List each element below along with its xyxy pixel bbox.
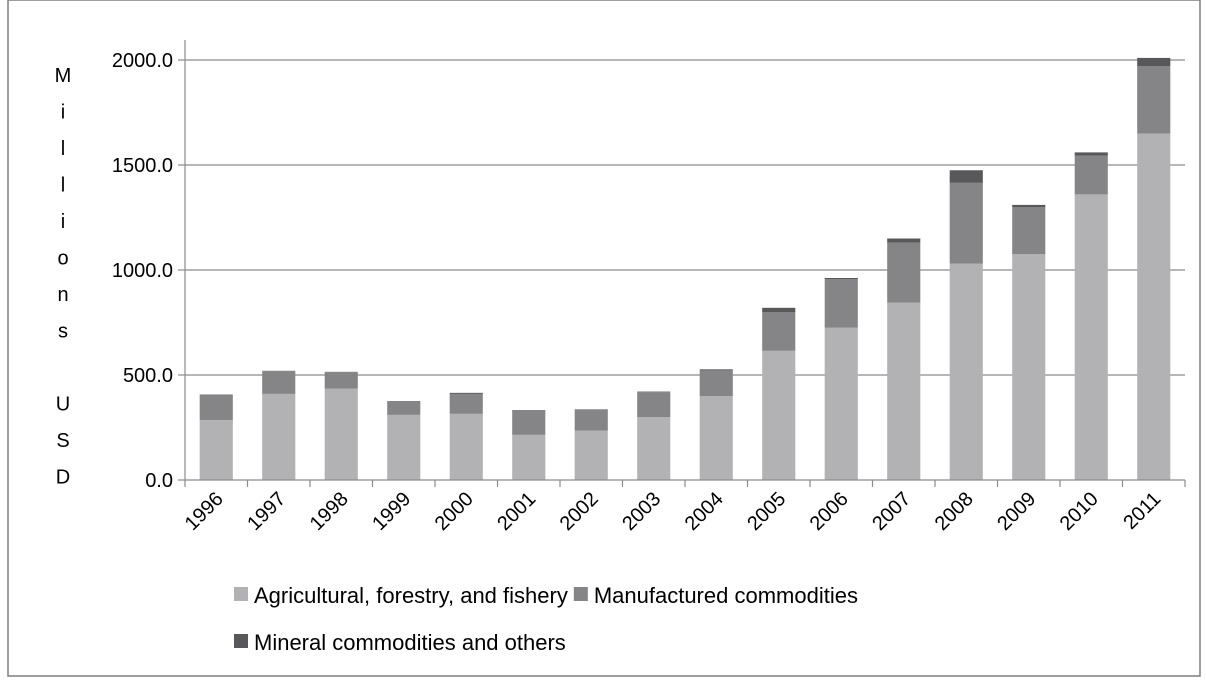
legend-label: Mineral commodities and others	[254, 630, 566, 655]
y-axis-label-letter: i	[61, 211, 65, 233]
bar-segment-3-2003	[637, 391, 671, 393]
bar-segment-3-2008	[949, 170, 983, 183]
bar-segment-1-2008	[949, 263, 983, 480]
legend-swatch	[234, 587, 248, 601]
bar-segment-1-2000	[449, 413, 483, 480]
y-axis-label-letter: n	[57, 284, 68, 306]
bar-segment-1-2010	[1074, 194, 1108, 480]
y-axis-label-letter: l	[61, 175, 65, 197]
y-axis-label-letter: s	[58, 321, 68, 343]
bar-segment-1-1997	[262, 393, 296, 480]
y-axis-label-letter: D	[56, 467, 70, 489]
bar-segment-1-2004	[699, 396, 733, 480]
legend-label: Manufactured commodities	[594, 583, 858, 608]
bar-segment-3-2000	[449, 392, 483, 394]
bar-segment-3-2004	[699, 369, 733, 371]
bar-segment-1-2002	[574, 430, 608, 480]
bar-segment-3-2010	[1074, 152, 1108, 156]
chart-frame	[7, 0, 1201, 677]
bar-segment-1-2001	[512, 434, 546, 480]
bar-segment-2-2011	[1137, 66, 1171, 134]
y-tick-label: 500.0	[123, 365, 173, 387]
y-axis-label-letter: o	[57, 248, 68, 270]
bar-segment-2-2007	[887, 242, 921, 303]
bar-segment-2-2005	[762, 312, 796, 351]
bar-segment-2-2006	[824, 279, 858, 328]
bar-segment-3-2009	[1012, 204, 1046, 207]
y-tick-label: 1000.0	[112, 260, 173, 282]
bar-segment-2-2001	[512, 411, 546, 435]
bar-segment-2-2003	[637, 392, 671, 417]
legend: Agricultural, forestry, and fishery Manuf…	[234, 583, 858, 655]
bar-segment-1-2003	[637, 417, 671, 480]
bar-segment-2-2000	[449, 393, 483, 414]
bar-segment-3-2002	[574, 409, 608, 411]
y-axis-label-letter: i	[61, 102, 65, 124]
bar-segment-3-2011	[1137, 57, 1171, 67]
bar-segment-1-1996	[199, 420, 233, 480]
bar-segment-1-2007	[887, 302, 921, 480]
bar-segment-1-2011	[1137, 133, 1171, 480]
bar-segment-3-1999	[387, 401, 421, 403]
legend-label: Agricultural, forestry, and fishery	[254, 583, 568, 608]
bar-segment-1-2006	[824, 327, 858, 480]
y-axis-label-letter: S	[56, 430, 69, 452]
bars	[199, 57, 1171, 480]
y-tick-label: 1500.0	[112, 155, 173, 177]
bar-segment-2-1999	[387, 402, 421, 415]
bar-segment-2-2010	[1074, 155, 1108, 195]
bar-segment-2-2009	[1012, 207, 1046, 255]
bar-segment-3-2001	[512, 410, 546, 412]
y-axis-label-letter: U	[56, 394, 70, 416]
bar-segment-1-2005	[762, 350, 796, 480]
bar-segment-1-1999	[387, 414, 421, 480]
bar-segment-2-1996	[199, 394, 233, 421]
bar-segment-2-2008	[949, 182, 983, 264]
y-tick-label: 0.0	[145, 470, 173, 492]
bar-segment-1-1998	[324, 388, 358, 480]
bar-segment-2-1998	[324, 372, 358, 389]
y-tick-labels: 0.0 500.0 1000.0 1500.0 2000.0	[112, 50, 173, 492]
bar-segment-1-2009	[1012, 254, 1046, 480]
legend-swatch	[234, 634, 248, 648]
bar-segment-3-2005	[762, 307, 796, 312]
y-axis-label-letter: M	[55, 65, 72, 87]
bar-segment-2-1997	[262, 371, 296, 394]
bar-segment-3-2006	[824, 277, 858, 280]
y-axis-label-letter: l	[61, 138, 65, 160]
axes	[178, 40, 1186, 487]
bar-segment-2-2002	[574, 410, 608, 431]
legend-swatch	[573, 587, 588, 601]
bar-segment-3-2007	[887, 238, 921, 243]
y-tick-label: 2000.0	[112, 50, 173, 72]
bar-segment-2-2004	[699, 370, 733, 396]
